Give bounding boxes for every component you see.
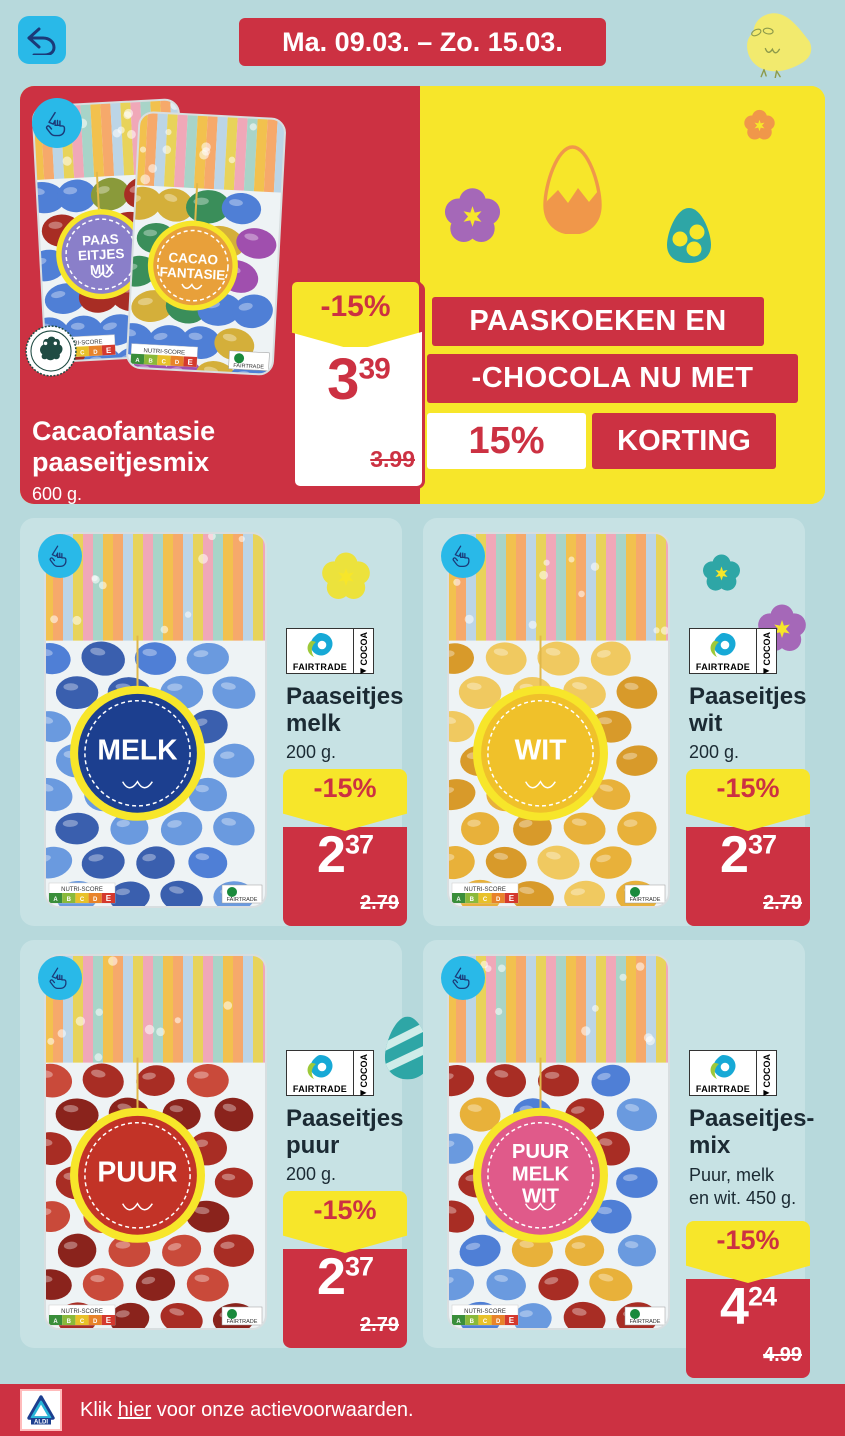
svg-text:MELK: MELK [512,1163,570,1185]
svg-text:FAIRTRADE: FAIRTRADE [630,897,661,903]
svg-text:B: B [67,1319,72,1325]
svg-text:B: B [470,897,475,903]
svg-text:ALDI: ALDI [34,1420,48,1426]
svg-text:MELK: MELK [97,733,178,765]
svg-text:NUTRI-SCORE: NUTRI-SCORE [61,887,103,893]
svg-text:B: B [67,897,72,903]
svg-text:C: C [483,897,488,903]
svg-text:C: C [483,1319,488,1325]
svg-text:EITJES: EITJES [78,246,125,263]
svg-text:NUTRI-SCORE: NUTRI-SCORE [464,887,506,893]
svg-text:A: A [53,1319,58,1325]
svg-text:E: E [509,1316,515,1325]
svg-text:D: D [93,897,98,903]
svg-text:D: D [496,1319,501,1325]
svg-text:NUTRI-SCORE: NUTRI-SCORE [61,1309,103,1315]
svg-text:E: E [509,894,515,903]
svg-text:FAIRTRADE: FAIRTRADE [227,1319,258,1325]
svg-text:C: C [80,1319,85,1325]
svg-text:A: A [53,897,58,903]
svg-text:WIT: WIT [515,733,567,765]
svg-text:C: C [80,897,85,903]
svg-text:D: D [496,897,501,903]
svg-text:E: E [106,1316,112,1325]
svg-text:E: E [106,894,112,903]
svg-text:FAIRTRADE: FAIRTRADE [227,897,258,903]
svg-text:NUTRI-SCORE: NUTRI-SCORE [464,1309,506,1315]
svg-text:A: A [456,1319,461,1325]
svg-text:PUUR: PUUR [97,1155,177,1187]
svg-text:PUUR: PUUR [512,1141,570,1163]
svg-text:B: B [470,1319,475,1325]
svg-text:FAIRTRADE: FAIRTRADE [630,1319,661,1325]
svg-text:D: D [93,1319,98,1325]
svg-text:A: A [456,897,461,903]
